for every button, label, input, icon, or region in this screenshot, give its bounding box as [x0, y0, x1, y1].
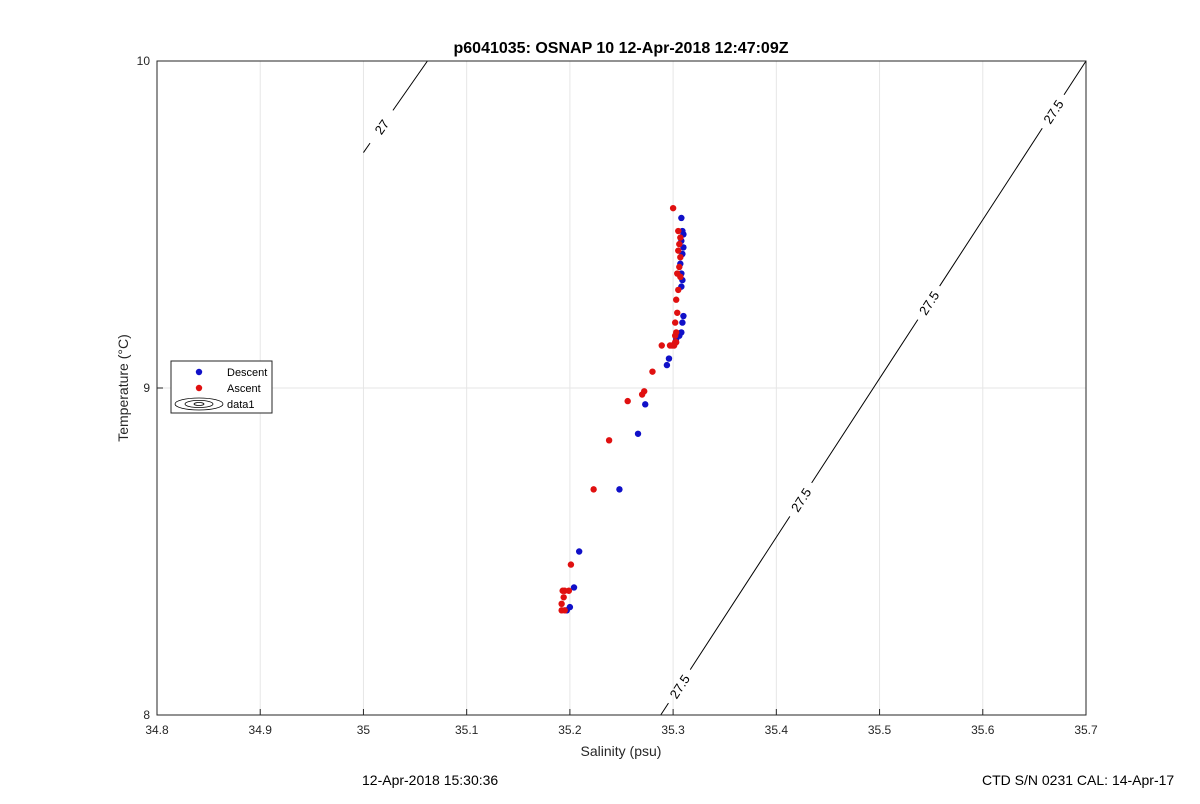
ascent-point [658, 342, 665, 349]
instrument-info: CTD S/N 0231 CAL: 14-Apr-17 [982, 772, 1175, 788]
ascent-point [605, 437, 613, 444]
contour-line [939, 128, 1043, 287]
ascent-point [559, 587, 566, 594]
ascent-point [669, 204, 677, 212]
ascent-point [677, 273, 684, 281]
descent-point [642, 401, 649, 408]
legend: Descent Ascent data1 [170, 360, 273, 414]
x-tick-label: 35.6 [971, 723, 995, 737]
contour-line [1063, 60, 1087, 96]
contour-label: 27.5 [667, 672, 693, 701]
ascent-point [675, 286, 682, 294]
grid [156, 60, 1087, 716]
contour-line [363, 142, 371, 153]
ascent-point [676, 240, 683, 248]
x-tick-label: 35.2 [558, 723, 582, 737]
contour-label: 27 [372, 117, 393, 137]
x-tick-label: 34.9 [249, 723, 273, 737]
contour-legend-icon [174, 397, 224, 411]
x-tick-label: 35.4 [765, 723, 789, 737]
x-axis-label: Salinity (psu) [581, 743, 662, 759]
ascent-point [560, 594, 567, 601]
series-ascent [558, 204, 684, 614]
x-tick-label: 35.7 [1074, 723, 1098, 737]
legend-label-ascent: Ascent [227, 383, 261, 395]
y-tick-label: 10 [137, 54, 151, 68]
ascent-point [666, 342, 674, 349]
x-tick-label: 34.8 [145, 723, 169, 737]
legend-marker-ascent [195, 384, 203, 392]
x-tick-label: 35.1 [455, 723, 479, 737]
ascent-point [567, 561, 575, 568]
y-tick-label: 8 [143, 708, 150, 722]
ascent-point [561, 607, 568, 614]
ascent-point [677, 254, 684, 261]
axis-ticks: 34.8 34.9 35 35.1 35.2 35.3 35.4 35.5 35.6 35.7 8 9… [137, 54, 1098, 737]
y-axis-label: Temperature (°C) [115, 334, 131, 442]
ascent-point [671, 319, 679, 326]
series-descent [563, 214, 687, 614]
descent-point [634, 430, 642, 437]
ascent-point [558, 600, 565, 608]
ascent-point [673, 296, 680, 303]
ascent-point [674, 309, 681, 316]
descent-point [616, 486, 623, 493]
x-tick-label: 35.5 [868, 723, 892, 737]
contour-label: 27.5 [1040, 97, 1066, 126]
ascent-point [638, 391, 646, 398]
render-timestamp: 12-Apr-2018 15:30:36 [362, 772, 499, 788]
ascent-point [649, 368, 656, 375]
descent-point [663, 361, 671, 369]
descent-point [680, 312, 687, 320]
ascent-point [671, 332, 679, 339]
ascent-point [590, 486, 597, 493]
x-tick-label: 35.3 [661, 723, 685, 737]
contour-label: 27.5 [788, 485, 814, 514]
y-tick-label: 9 [143, 381, 150, 395]
descent-point [678, 214, 685, 222]
contour-line [392, 60, 428, 111]
data-series [558, 204, 687, 614]
descent-point [665, 355, 673, 362]
descent-point [679, 319, 686, 326]
legend-marker-descent [195, 368, 203, 376]
x-tick-label: 35 [357, 723, 371, 737]
ascent-point [675, 227, 682, 235]
descent-point [570, 584, 578, 591]
ascent-point [676, 263, 683, 271]
ascent-point [624, 397, 631, 405]
contour-label: 27.5 [916, 288, 942, 317]
ascent-point [675, 247, 682, 254]
descent-point [575, 548, 583, 555]
legend-label-data1: data1 [227, 399, 255, 411]
ascent-point [677, 234, 684, 241]
contour-line [811, 319, 919, 484]
chart-title: p6041035: OSNAP 10 12-Apr-2018 12:47:09Z [454, 40, 789, 57]
contour-line [660, 702, 669, 716]
legend-box [170, 360, 273, 414]
legend-label-descent: Descent [227, 367, 267, 379]
contour-line [689, 516, 791, 670]
